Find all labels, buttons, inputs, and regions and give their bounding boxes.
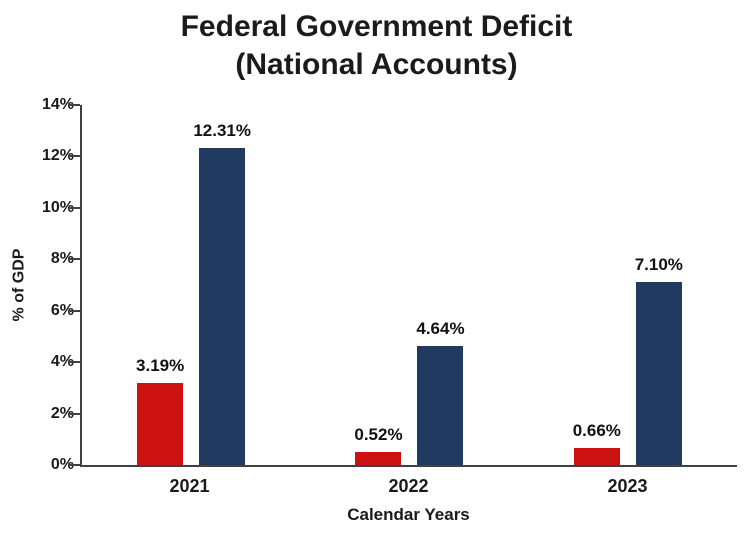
plot-area: 3.19% 12.31% 0.52% 4.64% 0.66% 7.10% bbox=[70, 104, 737, 467]
chart-title: Federal Government Deficit (National Acc… bbox=[0, 8, 753, 83]
y-tick-label: 0% bbox=[50, 456, 74, 473]
bar-red-series-2023: 0.66% bbox=[573, 421, 621, 465]
y-tick-mark bbox=[70, 361, 80, 364]
plot-column: 3.19% 12.31% 0.52% 4.64% 0.66% 7.10% 2021 2022… bbox=[70, 104, 753, 525]
y-tick-label: 2% bbox=[50, 404, 74, 422]
y-axis-title-text: % of GDP bbox=[10, 248, 28, 322]
bar-value-label: 12.31% bbox=[193, 121, 251, 141]
y-axis-tick-labels: 0% 2% 4% 6% 8% 10% 12% 14% bbox=[32, 96, 80, 473]
bar-value-label: 0.66% bbox=[572, 421, 621, 441]
bar-group-2023: 0.66% 7.10% bbox=[519, 105, 737, 465]
y-tick-mark bbox=[70, 258, 80, 261]
chart-title-line1: Federal Government Deficit bbox=[180, 10, 573, 43]
bar-value-label: 7.10% bbox=[634, 255, 683, 275]
bar-navy-series-2022: 4.64% bbox=[416, 319, 465, 465]
bar-value-label: 0.52% bbox=[354, 424, 403, 444]
y-tick-label: 14% bbox=[41, 96, 74, 113]
bar-value-label: 3.19% bbox=[136, 355, 185, 375]
y-tick-mark bbox=[70, 206, 80, 209]
y-tick-label: 8% bbox=[50, 250, 74, 268]
bar-navy-series-2021: 12.31% bbox=[193, 121, 251, 465]
x-tick-label-2023: 2023 bbox=[607, 476, 648, 496]
x-tick-label-2022: 2022 bbox=[388, 476, 429, 496]
y-tick-label: 10% bbox=[41, 198, 74, 216]
y-tick-mark bbox=[70, 155, 80, 158]
y-tick-mark bbox=[70, 309, 80, 312]
bar-group-2021: 3.19% 12.31% bbox=[82, 105, 300, 465]
bar-red-series-2022: 0.52% bbox=[354, 425, 403, 465]
y-tick-mark bbox=[70, 412, 80, 415]
bar-red-series-2021: 3.19% bbox=[136, 356, 184, 465]
y-tick-label: 6% bbox=[50, 301, 74, 319]
x-tick-label-2021: 2021 bbox=[169, 476, 210, 496]
x-axis-title: Calendar Years bbox=[347, 505, 470, 524]
x-axis-labels: 2021 2022 2023 bbox=[80, 476, 737, 497]
bar-value-label: 4.64% bbox=[416, 318, 465, 338]
chart-body: % of GDP 0% 2% 4% 6% 8% 10% 12% 14% 3.19% 12.31%… bbox=[0, 96, 753, 525]
y-axis-title: % of GDP bbox=[6, 105, 32, 465]
bar-groups: 3.19% 12.31% 0.52% 4.64% 0.66% 7.10% bbox=[82, 105, 737, 465]
y-axis-tick-marks bbox=[70, 104, 80, 466]
y-tick-label: 12% bbox=[41, 147, 74, 165]
chart-title-line2: (National Accounts) bbox=[235, 47, 518, 81]
bar-navy-series-2023: 7.10% bbox=[635, 255, 683, 465]
y-tick-mark bbox=[70, 464, 80, 466]
bar-group-2022: 0.52% 4.64% bbox=[300, 105, 518, 465]
y-tick-mark bbox=[70, 104, 80, 106]
y-tick-label: 4% bbox=[50, 353, 74, 371]
